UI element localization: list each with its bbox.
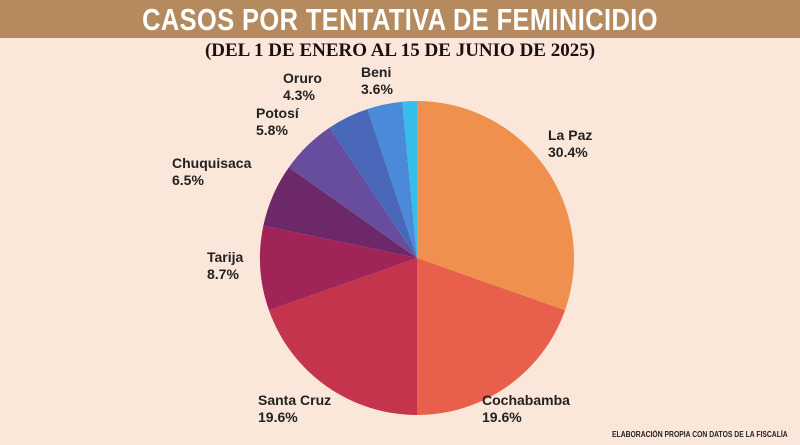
slice-value-label: 3.6% <box>361 81 393 97</box>
pie-slice-unlabeled <box>402 101 417 258</box>
slice-value-label: 5.8% <box>256 122 288 138</box>
pie-slice-santa-cruz <box>268 258 417 415</box>
pie-slice-potos- <box>288 127 417 259</box>
slice-name-label: Cochabamba <box>482 392 570 408</box>
pie-slice-cochabamba <box>417 258 566 415</box>
chart-title: CASOS POR TENTATIVA DE FEMINICIDIO <box>142 2 658 37</box>
slice-name-label: Chuquisaca <box>172 155 252 171</box>
pie-slice-chuquisaca <box>263 167 417 258</box>
slice-value-label: 19.6% <box>258 409 298 425</box>
slice-value-label: 4.3% <box>283 87 315 103</box>
source-note: ELABORACIÓN PROPIA CON DATOS DE LA FISCA… <box>612 430 788 439</box>
slice-value-label: 6.5% <box>172 172 204 188</box>
title-banner <box>0 0 800 38</box>
pie-slice-tarija <box>260 225 417 311</box>
slice-value-label: 19.6% <box>482 409 522 425</box>
chart-subtitle: (DEL 1 DE ENERO AL 15 DE JUNIO DE 2025) <box>204 40 596 61</box>
slice-name-label: Beni <box>361 64 391 80</box>
pie-slice-la-paz <box>417 101 575 311</box>
slice-name-label: Potosí <box>256 105 300 121</box>
slice-name-label: La Paz <box>548 127 592 143</box>
slice-name-label: Oruro <box>283 70 322 86</box>
slice-value-label: 30.4% <box>548 144 588 160</box>
pie-slice-beni <box>367 101 417 258</box>
slice-value-label: 8.7% <box>207 266 239 282</box>
slice-name-label: Santa Cruz <box>258 392 331 408</box>
slice-name-label: Tarija <box>207 249 244 265</box>
pie-slice-oruro <box>329 108 417 258</box>
